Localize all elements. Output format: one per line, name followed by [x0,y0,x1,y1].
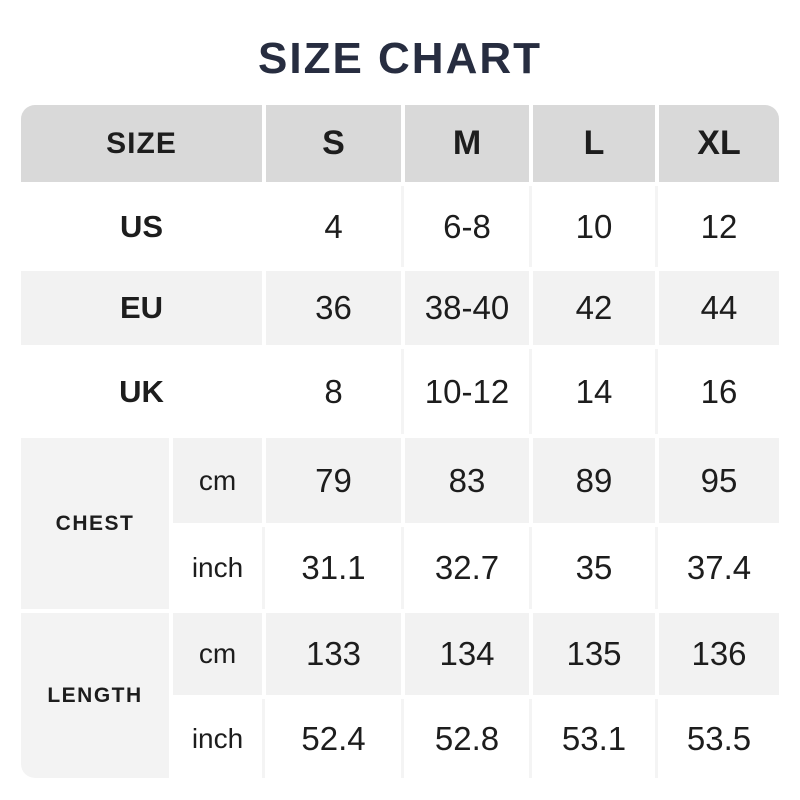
page-title: SIZE CHART [258,34,542,83]
cell-length-inch-l: 53.1 [529,699,655,778]
cell-length-cm-xl: 136 [659,613,779,695]
cell-length-cm-s: 133 [266,613,401,695]
cell-length-cm-l: 135 [533,613,655,695]
cell-length-inch-m: 52.8 [401,699,529,778]
cell-chest-inch-s: 31.1 [262,527,401,609]
chest-unit-inch: inch [173,527,262,609]
cell-eu-xl: 44 [659,271,779,345]
cell-uk-m: 10-12 [401,349,529,434]
cell-chest-cm-m: 83 [405,438,529,523]
size-chart-table: SIZE S M L XL US 4 6-8 10 12 EU 36 38-40… [21,105,779,778]
cell-length-inch-s: 52.4 [262,699,401,778]
cell-uk-s: 8 [266,349,401,434]
header-col-m: M [405,105,529,182]
cell-uk-xl: 16 [655,349,779,434]
cell-eu-l: 42 [533,271,655,345]
header-col-xl: XL [659,105,779,182]
chest-unit-cm: cm [173,438,262,523]
cell-us-m: 6-8 [401,186,529,267]
row-label-uk: UK [21,349,262,434]
row-label-chest: CHEST [21,438,169,609]
cell-eu-s: 36 [266,271,401,345]
cell-chest-inch-xl: 37.4 [655,527,779,609]
cell-chest-inch-l: 35 [529,527,655,609]
header-size-cell: SIZE [21,105,262,182]
cell-uk-l: 14 [529,349,655,434]
cell-chest-cm-s: 79 [266,438,401,523]
header-col-l: L [533,105,655,182]
cell-length-inch-xl: 53.5 [655,699,779,778]
cell-chest-cm-xl: 95 [659,438,779,523]
cell-us-l: 10 [529,186,655,267]
cell-us-s: 4 [266,186,401,267]
cell-chest-cm-l: 89 [533,438,655,523]
length-unit-inch: inch [173,699,262,778]
cell-eu-m: 38-40 [405,271,529,345]
length-unit-cm: cm [173,613,262,695]
row-label-length: LENGTH [21,613,169,778]
row-label-eu: EU [21,271,262,345]
cell-length-cm-m: 134 [405,613,529,695]
cell-us-xl: 12 [655,186,779,267]
header-col-s: S [266,105,401,182]
row-label-us: US [21,186,262,267]
cell-chest-inch-m: 32.7 [401,527,529,609]
